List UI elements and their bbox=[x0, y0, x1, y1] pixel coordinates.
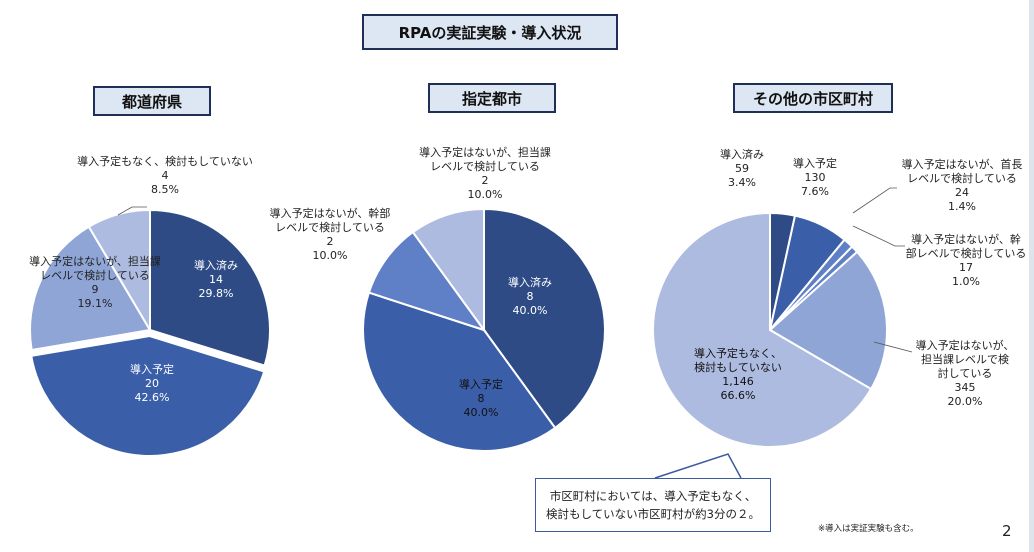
pie-other-municipalities bbox=[652, 211, 888, 448]
pie-1-label-3: 導入予定はないが、担当課 レベルで検討している 9 19.1% bbox=[29, 255, 161, 310]
pie-slice-2-4 bbox=[411, 207, 485, 334]
callout-note: 市区町村においては、導入予定もなく、 検討もしていない市区町村が約3分の２。 bbox=[535, 478, 771, 532]
pie-1-title: 都道府県 bbox=[93, 86, 211, 116]
pie-slice-3-6 bbox=[652, 211, 873, 448]
pie-3-label-3: 導入予定はないが、首長 レベルで検討している 24 1.4% bbox=[901, 158, 1023, 213]
pie-prefectures bbox=[29, 208, 271, 457]
pie-1-label-1: 導入済み 14 29.8% bbox=[194, 259, 238, 300]
pie-slice-2-3 bbox=[367, 230, 487, 332]
leader-line bbox=[117, 206, 147, 216]
leader-line bbox=[852, 187, 897, 214]
page-number: 2 bbox=[1002, 522, 1012, 540]
pie-1-label-4: 導入予定もなく、検討もしていない 4 8.5% bbox=[77, 155, 253, 196]
pie-2-title: 指定都市 bbox=[428, 83, 556, 113]
leader-lines bbox=[117, 187, 913, 479]
leader-line bbox=[873, 341, 913, 353]
pie-2-label-2: 導入予定 8 40.0% bbox=[459, 378, 503, 419]
pie-2-label-4: 導入予定はないが、担当課 レベルで検討している 2 10.0% bbox=[419, 146, 551, 201]
pie-2-label-1: 導入済み 8 40.0% bbox=[508, 276, 552, 317]
pie-slice-1-3 bbox=[29, 225, 152, 352]
pie-3-label-6: 導入予定もなく、 検討もしていない 1,146 66.6% bbox=[694, 347, 782, 402]
pie-slice-1-2 bbox=[30, 334, 266, 457]
pie-slice-1-1 bbox=[149, 208, 271, 367]
pie-3-label-2: 導入予定 130 7.6% bbox=[793, 157, 837, 198]
pie-3-label-1: 導入済み 59 3.4% bbox=[720, 148, 764, 189]
pie-3-label-4: 導入予定はないが、幹 部レベルで検討している 17 1.0% bbox=[905, 233, 1027, 288]
callout-pointer bbox=[654, 453, 742, 479]
right-edge-bar bbox=[1029, 0, 1034, 552]
pie-slice-2-2 bbox=[362, 291, 557, 452]
pie-slice-3-5 bbox=[768, 250, 888, 391]
pie-slice-1-4 bbox=[87, 208, 151, 334]
leader-line bbox=[852, 225, 905, 247]
footnote: ※導入は実証実験も含む。 bbox=[818, 524, 919, 534]
pie-designated-cities bbox=[362, 207, 606, 452]
pie-slice-2-1 bbox=[483, 207, 606, 430]
pie-2-label-3: 導入予定はないが、幹部 レベルで検討している 2 10.0% bbox=[269, 207, 391, 262]
page-title: RPAの実証実験・導入状況 bbox=[362, 14, 618, 50]
pie-3-label-5: 導入予定はないが、 担当課レベルで検 討している 345 20.0% bbox=[915, 339, 1015, 408]
pie-3-title: その他の市区町村 bbox=[733, 83, 893, 113]
pie-1-label-2: 導入予定 20 42.6% bbox=[130, 363, 174, 404]
